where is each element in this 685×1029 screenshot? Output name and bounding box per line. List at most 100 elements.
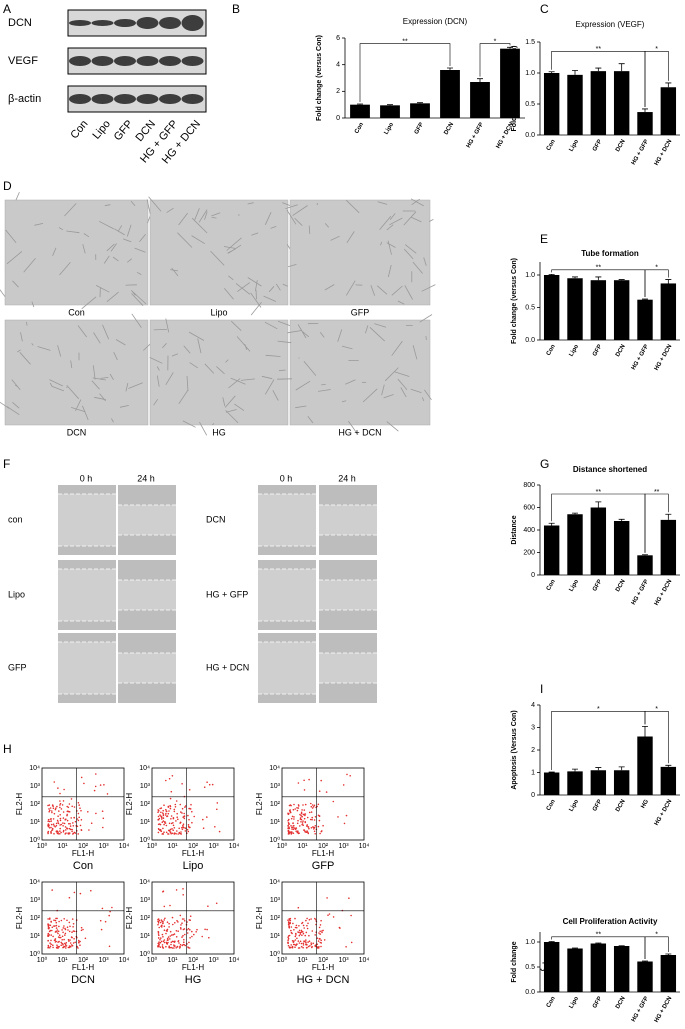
flow-dot (295, 934, 297, 936)
error-bar (595, 276, 602, 281)
flow-dot (169, 805, 172, 808)
flow-dot (310, 918, 312, 920)
flow-dot (63, 918, 65, 920)
flow-dot (316, 937, 319, 939)
flow-dot (175, 820, 177, 822)
flow-dot (169, 930, 172, 933)
flow-dot (56, 917, 58, 920)
flow-dot (308, 940, 311, 942)
flow-dot (303, 829, 306, 831)
flow-dot (291, 828, 293, 830)
bar (660, 766, 677, 795)
flow-dot (47, 823, 50, 826)
flow-dot (186, 828, 189, 831)
flow-dot (52, 946, 54, 949)
flow-dot (325, 791, 328, 793)
flow-dot (173, 933, 176, 935)
flow-dot (287, 944, 290, 947)
flow-dot (203, 786, 206, 788)
flow-dot (166, 939, 169, 941)
flow-dot (61, 939, 63, 941)
flow-dot (80, 829, 83, 831)
flow-dot (62, 944, 64, 946)
flow-dot (302, 944, 305, 946)
x-tick-label: DCN (615, 579, 627, 593)
flow-dot (157, 918, 159, 921)
flow-dot (189, 919, 191, 921)
flow-dot (294, 943, 296, 946)
flow-dot (60, 944, 62, 947)
flow-y-tick: 10² (30, 915, 41, 922)
flow-dot (187, 825, 190, 828)
flow-dot (301, 823, 304, 826)
flow-dot (176, 816, 178, 818)
migration-row-label: HG + GFP (206, 589, 248, 599)
flow-dot (163, 939, 166, 941)
error-bar (665, 953, 672, 955)
flow-dot (292, 828, 295, 831)
flow-dot (66, 919, 68, 922)
flow-dot (191, 935, 193, 938)
flow-dot (58, 920, 60, 923)
flow-dot (49, 809, 51, 812)
flow-dot (56, 929, 59, 931)
flow-dot (187, 946, 190, 949)
x-tick-label: DCN (615, 344, 627, 358)
flow-y-tick: 10³ (140, 783, 151, 790)
flow-dot (159, 938, 161, 941)
flow-dot (291, 815, 294, 818)
chart-title: Cell Proliferation Activity (563, 917, 658, 926)
flow-dot (54, 826, 56, 828)
y-tick-label: 1.5 (525, 39, 535, 46)
error-bar (642, 298, 648, 300)
flow-dot (64, 826, 67, 828)
flow-y-tick: 10² (270, 915, 281, 922)
flow-dot (99, 919, 102, 922)
flow-dot (68, 945, 71, 947)
flow-x-tick: 10² (188, 843, 199, 850)
flow-dot (170, 818, 172, 820)
flow-dot (54, 941, 57, 943)
y-tick-label: 1 (531, 769, 535, 776)
y-axis-label: Apoptosis (Versus Con) (511, 710, 518, 789)
flow-y-tick: 10⁰ (269, 836, 280, 844)
flow-dot (167, 833, 170, 835)
flow-dot (57, 930, 60, 933)
flow-dot (171, 934, 173, 936)
bar (350, 104, 370, 118)
error-bar (548, 71, 555, 73)
blot-band (69, 56, 91, 66)
flow-dot (291, 946, 294, 949)
flow-x-tick: 10¹ (167, 957, 178, 964)
x-tick-label: GFP (592, 579, 603, 593)
flow-dot (175, 947, 177, 949)
flow-dot (68, 930, 71, 933)
flow-dot (87, 811, 89, 813)
flow-dot (173, 827, 176, 829)
flow-dot (298, 942, 301, 944)
flow-dot (190, 803, 192, 806)
flow-dot (182, 823, 185, 825)
flow-dot (65, 945, 67, 947)
flow-dot (311, 818, 313, 821)
bar (543, 275, 560, 340)
significance-bracket (644, 493, 669, 553)
blot-row-label: DCN (8, 17, 32, 29)
flow-dot (168, 810, 170, 812)
flow-dot (56, 944, 58, 946)
flow-dot (67, 929, 69, 931)
flow-dot (300, 818, 303, 821)
flow-dot (317, 940, 320, 942)
flow-x-tick: 10¹ (167, 843, 178, 850)
flow-dot (184, 944, 187, 947)
flow-dot (187, 830, 190, 833)
y-tick-label: 0.0 (525, 132, 535, 139)
flow-dot (160, 816, 163, 819)
flow-dot (292, 922, 294, 925)
blot-lane-label: Lipo (90, 118, 113, 142)
flow-dot (59, 833, 61, 835)
flow-dot (160, 940, 163, 943)
y-tick-label: 1.0 (525, 272, 535, 279)
flow-dot (319, 933, 322, 935)
flow-y-label: FL2-H (15, 793, 24, 815)
